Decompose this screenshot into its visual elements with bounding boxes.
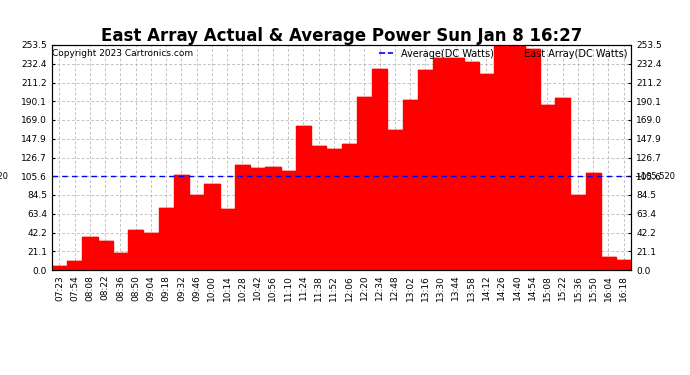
Title: East Array Actual & Average Power Sun Jan 8 16:27: East Array Actual & Average Power Sun Ja… xyxy=(101,27,582,45)
Text: Copyright 2023 Cartronics.com: Copyright 2023 Cartronics.com xyxy=(52,50,193,58)
Text: +105.520: +105.520 xyxy=(0,172,8,181)
Legend: Average(DC Watts), East Array(DC Watts): Average(DC Watts), East Array(DC Watts) xyxy=(375,45,631,63)
Text: +105.520: +105.520 xyxy=(634,172,676,181)
